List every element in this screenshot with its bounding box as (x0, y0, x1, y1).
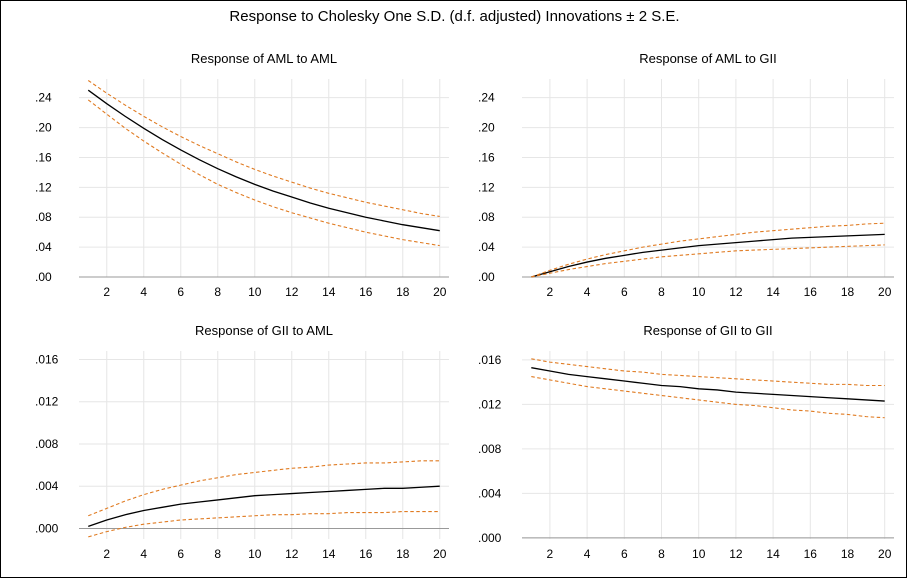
response-line (531, 233, 885, 278)
lower-band-line (87, 99, 440, 247)
x-tick-label: 4 (584, 285, 591, 299)
panel-4: Response of GII to GII .000 .004 .008 .012 .0… (478, 323, 894, 561)
x-tick-label: 4 (584, 547, 591, 561)
upper-band-line (531, 358, 885, 387)
y-tick-label: .012 (478, 397, 502, 411)
x-tick-label: 20 (878, 285, 892, 299)
response-line (87, 89, 440, 232)
lower-band-line (88, 510, 440, 538)
x-tick-label: 16 (804, 285, 818, 299)
y-tick-label: .08 (35, 210, 52, 224)
response-line (531, 367, 885, 402)
x-tick-label: 14 (322, 285, 336, 299)
x-tick-label: 14 (766, 285, 780, 299)
y-tick-label: .004 (478, 486, 502, 500)
x-tick-label: 6 (177, 285, 184, 299)
panel-2: Response of AML to GII .00 .04 .08 .12 .16 .20… (478, 51, 894, 299)
lower-band-line (531, 376, 885, 419)
x-tick-label: 18 (841, 285, 855, 299)
y-tick-label: .04 (35, 240, 52, 254)
y-tick-label: .008 (478, 442, 502, 456)
y-tick-label: .012 (35, 395, 59, 409)
y-tick-label: .004 (35, 479, 59, 493)
panel-title: Response of AML to GII (639, 51, 777, 66)
x-tick-label: 2 (547, 285, 554, 299)
y-tick-label: .12 (478, 180, 495, 194)
x-tick-label: 2 (103, 285, 110, 299)
x-tick-label: 6 (621, 285, 628, 299)
y-tick-label: .00 (478, 270, 495, 284)
x-tick-label: 18 (841, 547, 855, 561)
x-tick-label: 20 (878, 547, 892, 561)
x-tick-label: 10 (248, 285, 262, 299)
y-tick-label: .16 (478, 150, 495, 164)
panel-title: Response of GII to AML (195, 323, 333, 338)
panel-1: Response of AML to AML .00 .04 .08 .12 .16 .20… (35, 51, 449, 299)
response-line (88, 485, 440, 527)
panel-title: Response of GII to GII (643, 323, 772, 338)
x-tick-label: 8 (214, 547, 221, 561)
x-tick-label: 12 (729, 547, 743, 561)
x-tick-label: 4 (140, 285, 147, 299)
y-tick-label: .04 (478, 240, 495, 254)
figure-title: Response to Cholesky One S.D. (d.f. adju… (229, 8, 680, 25)
x-tick-label: 12 (285, 285, 299, 299)
panel-3: Response of GII to AML .000 .004 .008 .012 .0… (35, 323, 449, 561)
x-tick-label: 12 (285, 547, 299, 561)
x-tick-label: 8 (658, 547, 665, 561)
x-tick-label: 6 (177, 547, 184, 561)
y-tick-label: .24 (35, 91, 52, 105)
panel-title: Response of AML to AML (191, 51, 337, 66)
lower-band-line (531, 244, 885, 278)
y-tick-label: .000 (35, 521, 59, 535)
y-tick-label: .008 (35, 437, 59, 451)
x-tick-label: 16 (359, 285, 373, 299)
x-tick-label: 14 (766, 547, 780, 561)
x-tick-label: 18 (396, 547, 410, 561)
y-tick-label: .016 (35, 352, 59, 366)
x-tick-label: 10 (692, 547, 706, 561)
x-tick-label: 2 (103, 547, 110, 561)
x-tick-label: 8 (214, 285, 221, 299)
y-tick-label: .00 (35, 270, 52, 284)
x-tick-label: 4 (140, 547, 147, 561)
x-tick-label: 20 (433, 285, 447, 299)
y-tick-label: .20 (478, 121, 495, 135)
x-tick-label: 20 (433, 547, 447, 561)
x-tick-label: 16 (804, 547, 818, 561)
upper-band-line (88, 460, 440, 517)
x-tick-label: 14 (322, 547, 336, 561)
y-tick-label: .24 (478, 91, 495, 105)
y-tick-label: .16 (35, 150, 52, 164)
x-tick-label: 16 (359, 547, 373, 561)
x-tick-label: 10 (248, 547, 262, 561)
y-tick-label: .08 (478, 210, 495, 224)
y-tick-label: .000 (478, 531, 502, 545)
x-tick-label: 12 (729, 285, 743, 299)
y-tick-label: .20 (35, 121, 52, 135)
x-tick-label: 2 (547, 547, 554, 561)
x-tick-label: 6 (621, 547, 628, 561)
upper-band-line (87, 80, 440, 218)
x-tick-label: 8 (658, 285, 665, 299)
x-tick-label: 18 (396, 285, 410, 299)
y-tick-label: .12 (35, 180, 52, 194)
y-tick-label: .016 (478, 353, 502, 367)
x-tick-label: 10 (692, 285, 706, 299)
upper-band-line (531, 222, 885, 278)
